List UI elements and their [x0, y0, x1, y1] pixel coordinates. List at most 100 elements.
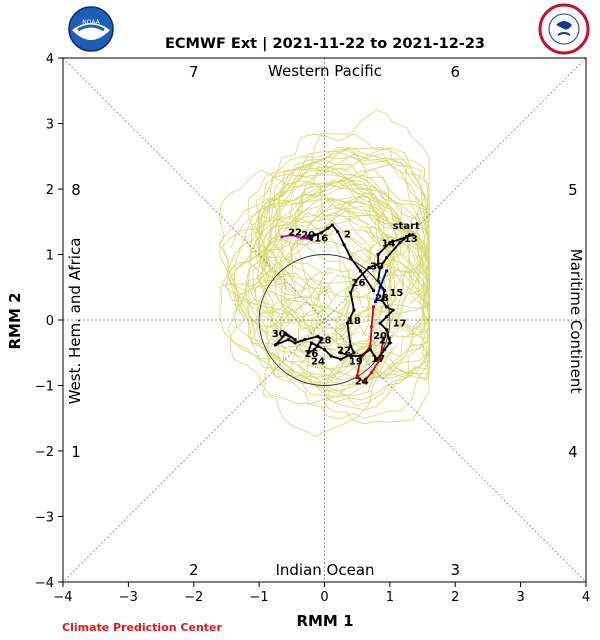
day-label: 13 [404, 234, 418, 245]
rmm-point [339, 351, 343, 355]
rmm-point [313, 233, 317, 237]
chart-title: ECMWF Ext | 2021-11-22 to 2021-12-23 [165, 36, 485, 52]
rmm-point [335, 229, 340, 234]
phase-guides: 7 68 51 42 3 [62, 57, 587, 583]
day-label: 24 [311, 357, 325, 368]
rmm-point [371, 288, 376, 293]
rmm-point [378, 354, 382, 358]
x-tick-label: −3 [119, 590, 138, 605]
rmm-point [283, 331, 287, 335]
rmm-point [293, 338, 297, 342]
noaa-logo: NOAA [68, 6, 114, 52]
x-tick-label: −1 [250, 590, 269, 605]
rmm-point [349, 344, 353, 348]
rmm-point [369, 324, 374, 329]
unit-circle [258, 254, 391, 386]
x-tick-label: 3 [516, 590, 524, 605]
rmm-point [316, 334, 320, 338]
ensemble-member [336, 233, 430, 381]
rmm-point [381, 338, 385, 342]
rmm-point [368, 347, 372, 352]
day-label: 17 [371, 354, 385, 365]
day-label: 26 [352, 278, 366, 289]
rmm-point [368, 344, 372, 348]
rmm-point [358, 269, 363, 273]
rmm-point [339, 357, 343, 361]
x-tick-label: −2 [184, 590, 203, 605]
ensemble-member [229, 227, 411, 381]
x-tick-label: 0 [320, 590, 328, 605]
day-label: start [393, 221, 420, 232]
rmm-point [349, 290, 353, 295]
rmm-point [362, 380, 366, 384]
rmm-point [380, 298, 384, 302]
y-axis-label: RMM 2 [6, 292, 24, 349]
rmm-point [330, 223, 334, 227]
rmm-point [309, 237, 314, 242]
day-label: 28 [318, 336, 332, 347]
region-left: West. Hem. and Africa [66, 238, 84, 405]
rmm-point [290, 233, 294, 237]
y-tick-label: −2 [35, 445, 54, 460]
rmm-tracks [273, 223, 415, 384]
rmm-point [376, 262, 380, 266]
ensemble-member [247, 167, 389, 317]
x-tick-label: 1 [386, 590, 394, 605]
ensemble-member [268, 158, 418, 348]
day-label: 22 [337, 345, 351, 356]
day-label: 2 [344, 230, 351, 241]
svg-text:NOAA: NOAA [82, 19, 100, 26]
rmm-point [391, 308, 395, 312]
rmm-point [319, 231, 323, 235]
rmm-point [286, 338, 291, 342]
ensemble-member [261, 302, 398, 437]
phase-number: 5 [568, 181, 578, 199]
rmm-point [349, 256, 353, 260]
rmm-point [306, 351, 310, 355]
day-label: 18 [347, 316, 361, 327]
rmm-point [378, 266, 382, 270]
rmm-point [376, 279, 380, 283]
ensemble-member [219, 169, 328, 317]
rmm-point [306, 234, 310, 238]
rmm-point [273, 343, 278, 347]
rmm-point [354, 279, 358, 283]
rmm-point [329, 354, 333, 358]
y-tick-label: −4 [35, 576, 54, 591]
day-label: 16 [314, 233, 328, 244]
rmm-point [383, 347, 387, 352]
rmm-point [319, 338, 323, 342]
rmm-point [358, 357, 363, 361]
axes: −4 −3 −2 −1 0 1 2 3 4 −4 −3 −2 −1 0 1 2 3 4 [35, 52, 590, 605]
ensemble-member [219, 179, 393, 325]
rmm-point [378, 357, 382, 361]
ensemble-member [256, 200, 413, 359]
rmm-point [373, 300, 378, 304]
ensemble-member [254, 150, 430, 331]
phase-number: 7 [189, 63, 199, 81]
rmm-series [340, 234, 411, 361]
phase-number: 1 [71, 443, 81, 461]
rmm-point [316, 344, 320, 348]
rmm-point [375, 357, 379, 361]
rmm-point [342, 243, 346, 247]
rmm-point [313, 347, 317, 352]
rmm-point [385, 269, 389, 273]
rmm-point [300, 236, 304, 240]
rmm-point [326, 226, 330, 230]
x-tick-label: 2 [451, 590, 459, 605]
ensemble-member [227, 216, 353, 350]
rmm-point [371, 305, 376, 309]
phase-number: 3 [450, 561, 460, 579]
rmm-point [352, 308, 356, 312]
rmm-point [411, 233, 415, 237]
day-label: 30 [370, 262, 384, 273]
rmm-point [358, 354, 363, 358]
rmm-point [388, 241, 392, 245]
rmm-point [388, 341, 392, 345]
ensemble-member [219, 244, 389, 383]
region-top: Western Pacific [268, 62, 382, 80]
rmm-point [349, 354, 353, 358]
y-tick-label: 3 [46, 118, 54, 133]
